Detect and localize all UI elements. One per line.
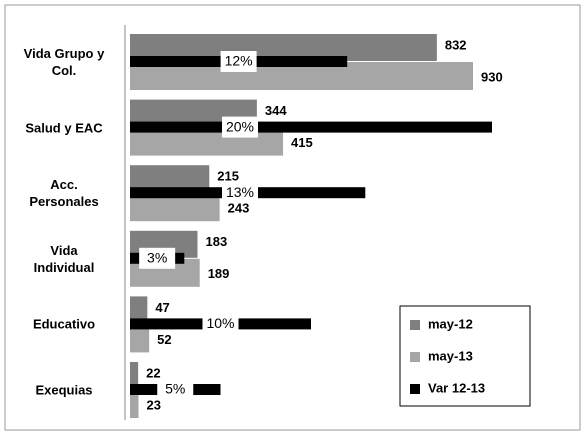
bar — [130, 390, 139, 418]
value-label: 189 — [208, 266, 230, 281]
value-label: 183 — [205, 234, 227, 249]
value-label: 215 — [217, 169, 239, 184]
value-label: 22 — [146, 365, 160, 380]
bar — [130, 324, 150, 353]
legend-label: may-13 — [428, 348, 473, 363]
value-label: 12% — [225, 53, 253, 69]
value-label: 5% — [165, 381, 185, 397]
value-label-box — [222, 182, 258, 204]
category-label: Educativo — [32, 316, 96, 332]
category-label: Exequias — [35, 382, 93, 398]
value-label: 3% — [147, 250, 167, 266]
legend-swatch — [410, 320, 420, 330]
chart-frame — [4, 4, 581, 431]
value-label: 13% — [226, 184, 254, 200]
category-label: Vida Grupo y Col. — [23, 46, 105, 78]
category-label: Vida Individual — [33, 242, 95, 275]
legend-label: Var 12-13 — [428, 380, 485, 395]
bar — [130, 121, 492, 133]
value-label: 10% — [206, 315, 234, 331]
legend-box — [399, 305, 531, 407]
value-label: 930 — [481, 69, 503, 84]
value-label-box — [222, 116, 258, 138]
category-label: Salud y EAC — [25, 120, 103, 136]
value-label: 832 — [445, 37, 467, 52]
value-label: 52 — [157, 332, 171, 347]
legend-swatch — [410, 352, 420, 362]
value-label: 415 — [291, 135, 313, 150]
value-label-box — [202, 313, 239, 335]
legend-label: may-12 — [428, 316, 473, 331]
value-label: 23 — [146, 397, 160, 412]
bar — [130, 296, 148, 324]
value-label-box — [139, 247, 176, 269]
value-label: 344 — [265, 103, 287, 118]
value-label: 47 — [155, 300, 169, 315]
category-label: Acc. Personales — [29, 177, 99, 210]
value-label: 20% — [226, 118, 254, 134]
value-label-box — [157, 379, 194, 400]
value-label: 243 — [228, 201, 250, 216]
value-label-box — [220, 51, 257, 72]
bar — [130, 362, 139, 389]
legend-swatch — [410, 384, 420, 394]
